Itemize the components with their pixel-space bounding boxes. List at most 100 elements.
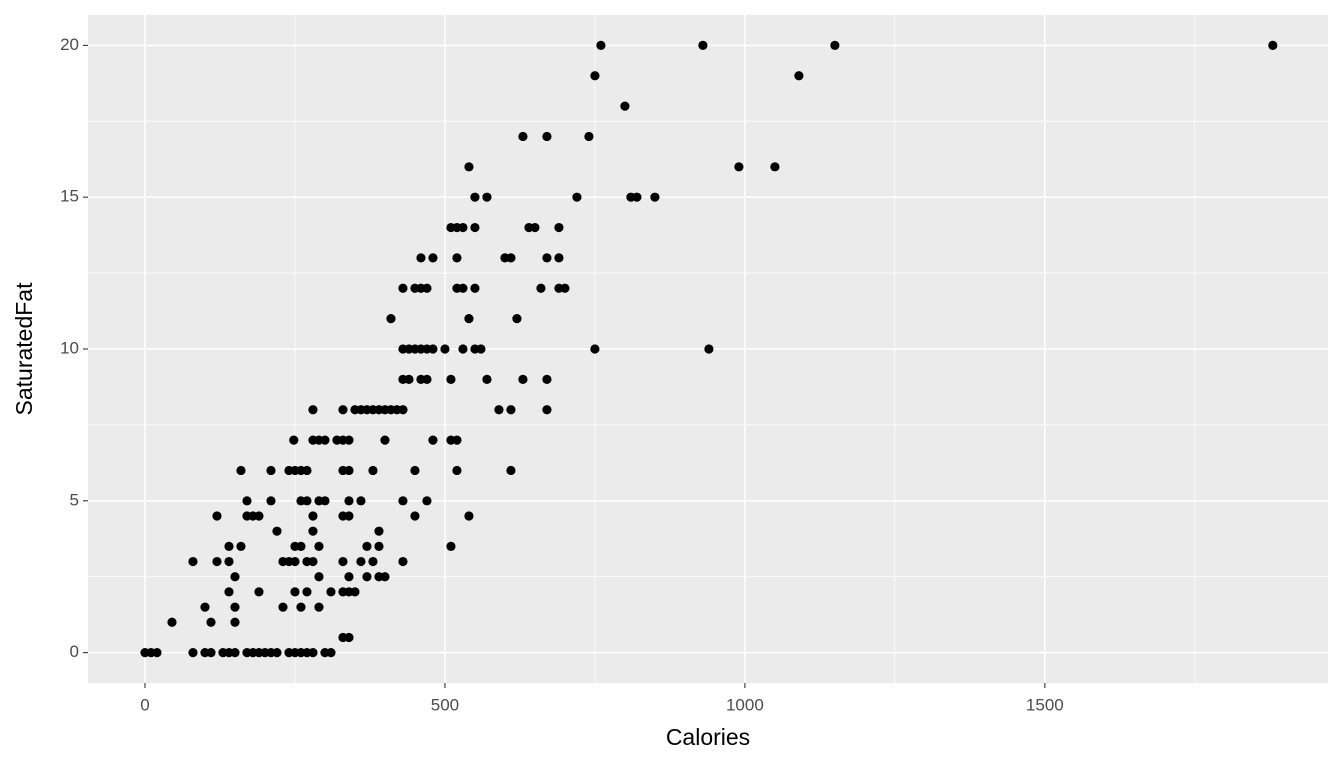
- data-point: [290, 556, 300, 567]
- data-point: [698, 40, 708, 50]
- data-point: [590, 71, 600, 81]
- data-point: [167, 617, 177, 627]
- data-point: [314, 541, 324, 551]
- data-point: [230, 602, 240, 612]
- data-point: [554, 253, 564, 263]
- data-point: [338, 556, 348, 567]
- data-point: [422, 496, 432, 506]
- data-point: [152, 648, 162, 658]
- y-tick-label: 20: [60, 35, 79, 54]
- data-point: [770, 162, 780, 172]
- data-point: [308, 648, 318, 658]
- x-tick-label: 1500: [1026, 695, 1064, 714]
- data-point: [470, 222, 480, 233]
- data-point: [188, 648, 198, 658]
- data-point: [236, 465, 246, 476]
- data-point: [254, 511, 264, 521]
- data-point: [302, 587, 312, 597]
- data-point: [512, 314, 522, 324]
- data-point: [542, 131, 552, 142]
- data-point: [830, 40, 840, 50]
- data-point: [374, 541, 384, 551]
- data-point: [386, 314, 396, 324]
- data-point: [344, 632, 354, 643]
- data-point: [452, 435, 462, 445]
- data-point: [296, 602, 306, 612]
- data-point: [470, 192, 480, 202]
- data-point: [314, 572, 324, 582]
- data-point: [572, 192, 582, 202]
- data-point: [224, 587, 234, 597]
- data-point: [266, 496, 276, 506]
- data-point: [440, 344, 450, 354]
- data-point: [356, 496, 366, 506]
- data-point: [266, 465, 276, 476]
- data-point: [422, 374, 432, 384]
- data-point: [289, 435, 299, 445]
- data-point: [530, 222, 540, 233]
- y-tick-label: 0: [70, 642, 79, 661]
- data-point: [398, 405, 408, 415]
- data-point: [518, 374, 528, 384]
- data-point: [278, 602, 288, 612]
- y-axis-title: SaturatedFat: [11, 282, 37, 416]
- data-point: [458, 222, 468, 233]
- y-tick-label: 5: [70, 490, 79, 509]
- data-point: [458, 283, 468, 293]
- data-point: [428, 344, 438, 354]
- data-point: [560, 283, 570, 293]
- data-point: [290, 587, 300, 597]
- data-point: [362, 572, 372, 582]
- data-point: [506, 253, 516, 263]
- data-point: [398, 556, 408, 567]
- data-point: [482, 374, 492, 384]
- x-tick-label: 500: [431, 695, 459, 714]
- data-point: [506, 465, 516, 476]
- data-point: [230, 648, 240, 658]
- data-point: [380, 435, 390, 445]
- data-point: [518, 131, 528, 142]
- data-point: [368, 465, 378, 476]
- data-point: [326, 587, 336, 597]
- data-point: [464, 162, 474, 172]
- data-point: [404, 374, 414, 384]
- data-point: [398, 496, 408, 506]
- data-point: [368, 556, 378, 567]
- data-point: [734, 162, 744, 172]
- data-point: [410, 511, 420, 521]
- x-tick-label: 0: [140, 695, 149, 714]
- data-point: [350, 587, 360, 597]
- data-point: [272, 648, 282, 658]
- data-point: [296, 541, 306, 551]
- data-point: [344, 572, 354, 582]
- data-point: [464, 511, 474, 521]
- data-point: [620, 101, 630, 111]
- data-point: [428, 435, 438, 445]
- data-point: [632, 192, 642, 202]
- data-point: [344, 496, 354, 506]
- data-point: [506, 405, 516, 415]
- data-point: [212, 556, 222, 567]
- data-point: [362, 541, 372, 551]
- data-point: [542, 405, 552, 415]
- data-point: [320, 496, 330, 506]
- data-point: [344, 511, 354, 521]
- data-point: [650, 192, 660, 202]
- x-tick-label: 1000: [726, 695, 764, 714]
- data-point: [1268, 40, 1278, 50]
- data-point: [212, 511, 222, 521]
- data-point: [482, 192, 492, 202]
- data-point: [542, 374, 552, 384]
- data-point: [242, 496, 252, 506]
- data-point: [206, 617, 216, 627]
- x-axis-title: Calories: [666, 724, 750, 750]
- data-point: [188, 556, 198, 567]
- data-point: [254, 587, 264, 597]
- data-point: [320, 435, 330, 445]
- y-tick-label: 15: [60, 187, 79, 206]
- data-point: [704, 344, 714, 354]
- data-point: [542, 253, 552, 263]
- data-point: [416, 253, 426, 263]
